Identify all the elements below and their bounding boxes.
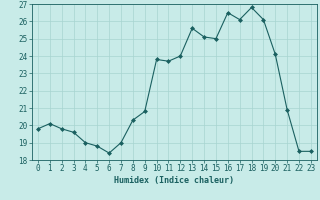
X-axis label: Humidex (Indice chaleur): Humidex (Indice chaleur) (115, 176, 234, 185)
